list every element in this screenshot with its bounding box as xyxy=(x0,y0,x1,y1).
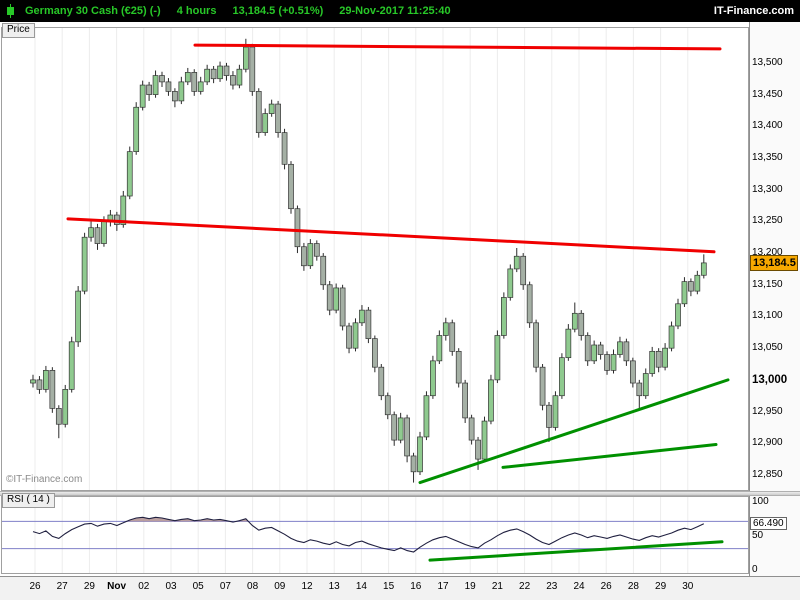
price-axis-tick: 13,000 xyxy=(752,373,788,386)
time-axis-label: 21 xyxy=(491,581,503,592)
time-axis-label: 05 xyxy=(192,581,204,592)
time-axis-label: 08 xyxy=(247,581,259,592)
last-price-badge: 13,184.5 xyxy=(750,254,798,271)
time-axis-label: 07 xyxy=(219,581,231,592)
time-axis-label: 28 xyxy=(627,581,639,592)
time-axis-label: 02 xyxy=(138,581,150,592)
time-axis-label: 14 xyxy=(355,581,367,592)
price-panel xyxy=(1,27,749,491)
time-axis-label: 26 xyxy=(29,581,41,592)
right-axis-background xyxy=(749,22,800,576)
time-axis-label: 19 xyxy=(464,581,476,592)
time-axis-label: 09 xyxy=(274,581,286,592)
panel-resize-divider[interactable] xyxy=(0,491,800,496)
time-axis-label: 23 xyxy=(546,581,558,592)
datetime-label: 29-Nov-2017 11:25:40 xyxy=(339,5,451,17)
price-axis-tick: 13,150 xyxy=(752,278,783,290)
time-axis-label: 29 xyxy=(655,581,667,592)
price-chart-canvas[interactable] xyxy=(2,28,748,490)
candlestick-icon xyxy=(6,4,15,18)
timeframe-label: 4 hours xyxy=(176,5,217,17)
last-price-change: 13,184.5 (+0.51%) xyxy=(232,5,324,17)
price-axis-tick: 13,350 xyxy=(752,151,783,163)
price-axis-tick: 13,500 xyxy=(752,56,783,68)
price-axis-tick: 13,400 xyxy=(752,120,783,132)
time-axis-label: 03 xyxy=(165,581,177,592)
price-panel-tab[interactable]: Price xyxy=(2,23,35,38)
time-axis-label: 22 xyxy=(519,581,531,592)
rsi-value-badge: 66.490 xyxy=(750,516,787,530)
rsi-axis-tick: 50 xyxy=(752,530,764,541)
rsi-chart-canvas[interactable] xyxy=(2,497,748,573)
price-axis-tick: 13,200 xyxy=(752,247,783,259)
time-axis-label: 24 xyxy=(573,581,585,592)
watermark: ©IT-Finance.com xyxy=(6,474,83,485)
time-axis-label: 12 xyxy=(301,581,313,592)
time-axis-label: 26 xyxy=(600,581,612,592)
price-axis-tick: 13,450 xyxy=(752,88,783,100)
price-axis-tick: 12,950 xyxy=(752,405,783,417)
instrument-name: Germany 30 Cash (€25) (-) xyxy=(25,5,161,17)
price-axis-tick: 13,250 xyxy=(752,215,783,227)
price-axis-tick: 12,850 xyxy=(752,468,783,480)
time-axis xyxy=(0,576,800,600)
time-axis-label: 16 xyxy=(410,581,422,592)
chart-header: Germany 30 Cash (€25) (-) 4 hours 13,184… xyxy=(0,0,800,22)
time-axis-label: 30 xyxy=(682,581,694,592)
price-axis-tick: 13,300 xyxy=(752,183,783,195)
price-axis-tick: 13,100 xyxy=(752,310,783,322)
rsi-panel xyxy=(1,496,749,574)
time-axis-label: 15 xyxy=(383,581,395,592)
time-axis-label: 17 xyxy=(437,581,449,592)
time-axis-label: 29 xyxy=(83,581,95,592)
time-axis-label: 13 xyxy=(328,581,340,592)
rsi-axis-tick: 100 xyxy=(752,496,769,507)
rsi-axis-tick: 0 xyxy=(752,564,758,575)
time-axis-label: 27 xyxy=(56,581,68,592)
rsi-panel-tab[interactable]: RSI ( 14 ) xyxy=(2,493,55,508)
price-axis-tick: 12,900 xyxy=(752,437,783,449)
time-axis-label: Nov xyxy=(107,581,127,592)
price-axis-tick: 13,050 xyxy=(752,342,783,354)
brand-label: IT-Finance.com xyxy=(713,5,794,17)
